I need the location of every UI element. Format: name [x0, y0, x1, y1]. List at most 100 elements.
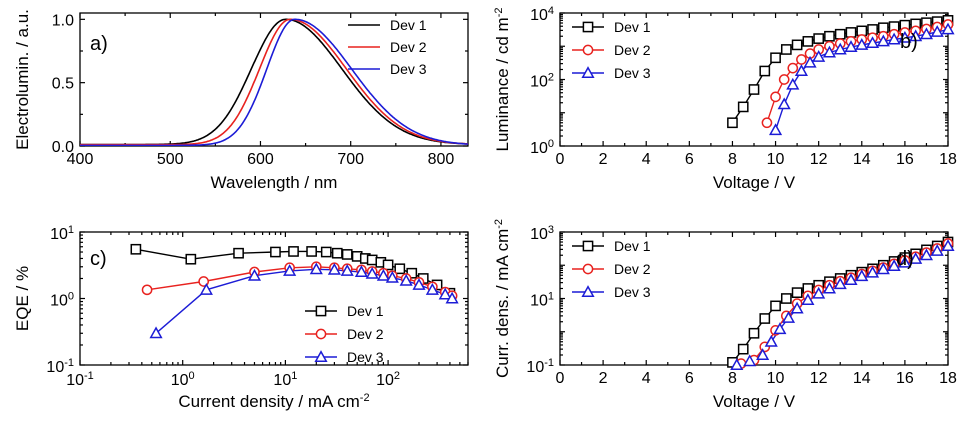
- series-line-dev-3: [80, 18, 468, 146]
- data-point-dev-2: [141, 284, 153, 296]
- y-tick-label-base: 10: [50, 226, 68, 243]
- data-point-dev-3: [354, 265, 368, 278]
- data-point-dev-3: [865, 36, 880, 49]
- x-tick-label: 2: [599, 370, 608, 387]
- data-point-dev-1: [845, 27, 857, 38]
- data-point-dev-3: [803, 55, 817, 68]
- legend-label-dev-1: Dev 1: [390, 17, 427, 33]
- panel-letter: c): [90, 248, 107, 270]
- x-tick-label: 101: [273, 370, 297, 389]
- y-tick-label-exp: 3: [548, 224, 554, 236]
- legend-label-dev-1: Dev 1: [614, 19, 651, 35]
- data-point-dev-1: [737, 343, 749, 355]
- x-axis-label: Voltage / V: [713, 173, 796, 192]
- data-point-dev-3: [786, 77, 800, 90]
- data-point-dev-3: [283, 264, 297, 276]
- data-point-dev-1: [780, 293, 792, 304]
- data-point-dev-1: [288, 246, 299, 257]
- x-tick-label: 8: [728, 370, 737, 387]
- y-tick-label-base: 10: [530, 293, 548, 310]
- legend: Dev 1 Dev 2 Dev 3: [348, 17, 427, 77]
- data-point-dev-1: [366, 254, 378, 266]
- y-tick-label-exp: 1: [68, 224, 74, 236]
- panel-a: 400 500 600 700 800 0.0 0.5 1.0 Wavelength / nm E…: [13, 9, 469, 192]
- series-line-dev-3: [155, 268, 453, 334]
- data-point-dev-3: [812, 50, 826, 62]
- y-tick-label: 1.0: [52, 12, 74, 29]
- data-point-dev-3: [327, 262, 341, 275]
- x-tick-label: 12: [810, 370, 828, 387]
- data-point-dev-1: [770, 52, 781, 64]
- data-point-dev-3: [768, 123, 783, 136]
- data-point-dev-1: [341, 249, 353, 260]
- panel-letter: a): [90, 33, 108, 55]
- y-tick-label: 100: [50, 291, 74, 310]
- data-point-dev-1: [824, 30, 835, 42]
- data-point-dev-3: [812, 286, 826, 299]
- x-tick-label: 600: [247, 151, 274, 168]
- data-point-dev-3: [801, 293, 815, 306]
- data-point-dev-1: [394, 263, 406, 275]
- data-point-dev-1: [770, 300, 781, 312]
- x-axis-label-text: Wavelength / nm: [211, 173, 338, 192]
- legend-label-dev-1: Dev 1: [347, 303, 384, 319]
- data-point-dev-3: [887, 32, 901, 45]
- x-tick-label: 14: [853, 151, 871, 168]
- y-axis-label: Curr. dens. / mA cm-2: [493, 219, 512, 378]
- data-point-dev-3: [822, 45, 837, 58]
- data-point-dev-3: [340, 264, 354, 276]
- y-tick-label: 10-1: [46, 357, 74, 376]
- data-point-dev-3: [930, 244, 944, 256]
- data-point-dev-3: [941, 22, 955, 35]
- x-tick-label-exp: 1: [291, 370, 297, 382]
- data-point-dev-2: [761, 117, 773, 129]
- data-point-dev-2: [770, 91, 781, 103]
- x-tick-label: 4: [642, 151, 651, 168]
- x-axis-label: Wavelength / nm: [211, 173, 338, 192]
- data-point-dev-3: [919, 27, 934, 40]
- data-point-dev-1: [382, 259, 394, 271]
- y-axis-label: Electrolumin. / a.u.: [13, 9, 32, 150]
- legend-marker: [582, 21, 594, 33]
- x-axis-label-text: Current density / mA cm: [178, 392, 359, 411]
- data-point-dev-3: [833, 277, 847, 290]
- legend-label-dev-1: Dev 1: [614, 238, 651, 254]
- y-tick-label-exp: 0: [68, 291, 74, 303]
- x-tick-label-base: 10: [171, 372, 189, 389]
- data-point-dev-1: [802, 36, 814, 47]
- data-point-dev-1: [791, 287, 803, 298]
- legend-label-dev-3: Dev 3: [614, 284, 651, 300]
- data-point-dev-3: [309, 262, 323, 275]
- data-point-dev-3: [365, 266, 379, 279]
- data-point-dev-3: [876, 262, 890, 275]
- y-tick-label-base: 10: [526, 359, 544, 376]
- data-point-dev-3: [756, 348, 770, 360]
- x-tick-label: 6: [685, 370, 694, 387]
- y-tick-label-base: 10: [530, 7, 548, 24]
- legend-label-dev-2: Dev 2: [614, 42, 651, 58]
- data-point-dev-1: [748, 327, 760, 339]
- x-tick-label: 16: [896, 151, 914, 168]
- x-tick-label: 6: [685, 151, 694, 168]
- y-tick-label-exp: 0: [548, 138, 554, 150]
- legend-label-dev-3: Dev 3: [614, 65, 651, 81]
- data-point-dev-1: [759, 313, 771, 324]
- x-axis-label: Current density / mA cm-2: [178, 392, 369, 411]
- data-point-dev-3: [898, 255, 912, 268]
- data-point-dev-1: [759, 65, 771, 77]
- data-point-dev-3: [790, 301, 804, 314]
- legend-marker: [582, 263, 594, 275]
- x-tick-label-base: 10: [376, 372, 394, 389]
- x-tick-label: 0: [556, 370, 565, 387]
- legend-label-dev-2: Dev 2: [390, 39, 427, 55]
- series-line-dev-2: [146, 266, 453, 297]
- legend-label-dev-2: Dev 2: [614, 261, 651, 277]
- x-tick-label: 10: [767, 151, 785, 168]
- y-tick-label: 102: [530, 72, 554, 91]
- plot-frame: [79, 231, 469, 366]
- data-point-dev-1: [791, 39, 803, 51]
- y-tick-label: 101: [530, 291, 554, 310]
